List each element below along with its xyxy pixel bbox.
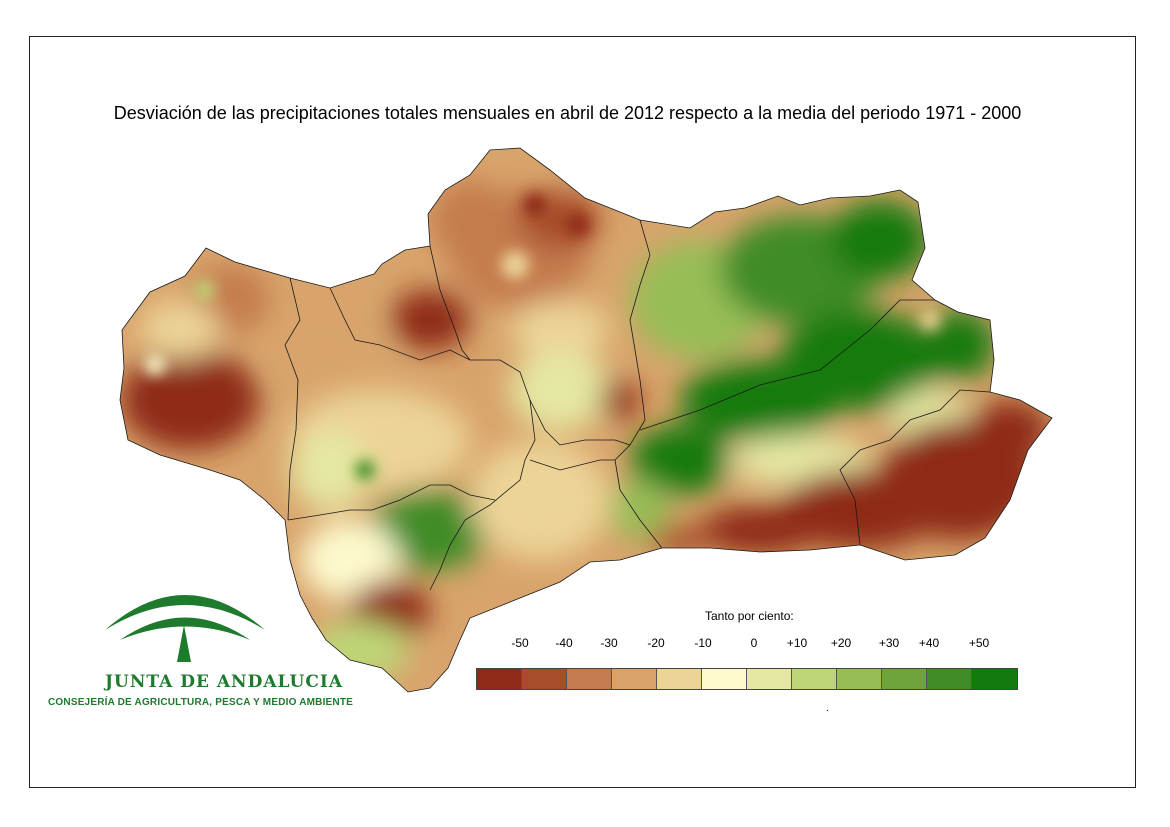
border-granada-malaga <box>614 459 663 549</box>
legend-swatch-3 <box>612 669 657 689</box>
logo-arc-inner <box>120 617 250 640</box>
legend-labels: -50 -40 -30 -20 -10 0 +10 +20 +30 +40 +5… <box>478 636 1038 652</box>
legend-swatch-4 <box>657 669 702 689</box>
legend-label: +40 <box>918 636 940 650</box>
border-cordoba-granada <box>529 399 631 446</box>
border-malaga-cordoba <box>529 459 615 471</box>
legend-swatch-2 <box>567 669 612 689</box>
map-title: Desviación de las precipitaciones totale… <box>113 103 1022 123</box>
legend-swatch-8 <box>837 669 882 689</box>
logo-name: JUNTA DE ANDALUCIA <box>105 672 344 692</box>
legend-swatch-1 <box>522 669 567 689</box>
legend-swatch-6 <box>747 669 792 689</box>
legend-label: +50 <box>968 636 990 650</box>
legend-title: Tanto por ciento: <box>705 609 794 623</box>
legend-label: +20 <box>830 636 852 650</box>
legend-footnote: . <box>826 703 829 714</box>
legend-label: -40 <box>555 636 573 650</box>
logo-column <box>177 625 191 662</box>
border-huelva-sevilla <box>284 277 301 521</box>
legend-label: -50 <box>511 636 529 650</box>
border-granada-almeria <box>839 389 991 546</box>
legend-label: 0 <box>750 636 758 650</box>
border-cordoba-jaen <box>429 245 471 361</box>
legend-swatch-9 <box>882 669 927 689</box>
border-jaen-granada <box>614 219 651 461</box>
border-sevilla-cordoba <box>329 287 536 591</box>
legend-label: +10 <box>786 636 808 650</box>
legend-color-bar <box>476 668 1018 690</box>
legend-label: -20 <box>647 636 665 650</box>
logo-department: CONSEJERÍA DE AGRICULTURA, PESCA Y MEDIO… <box>48 697 354 708</box>
map-frame <box>29 36 1136 788</box>
legend-label: +30 <box>878 636 900 650</box>
province-borders <box>119 147 1053 693</box>
legend-swatch-11 <box>972 669 1017 689</box>
logo-arc-outer <box>105 595 265 630</box>
legend-swatch-10 <box>927 669 972 689</box>
legend-label: -10 <box>694 636 712 650</box>
border-jaen-granada-east <box>639 299 935 431</box>
legend-swatch-7 <box>792 669 837 689</box>
legend-swatch-5 <box>702 669 747 689</box>
legend-swatch-0 <box>477 669 522 689</box>
legend-label: -30 <box>600 636 618 650</box>
junta-logo <box>105 595 265 662</box>
border-sevilla-cadiz <box>287 484 496 521</box>
